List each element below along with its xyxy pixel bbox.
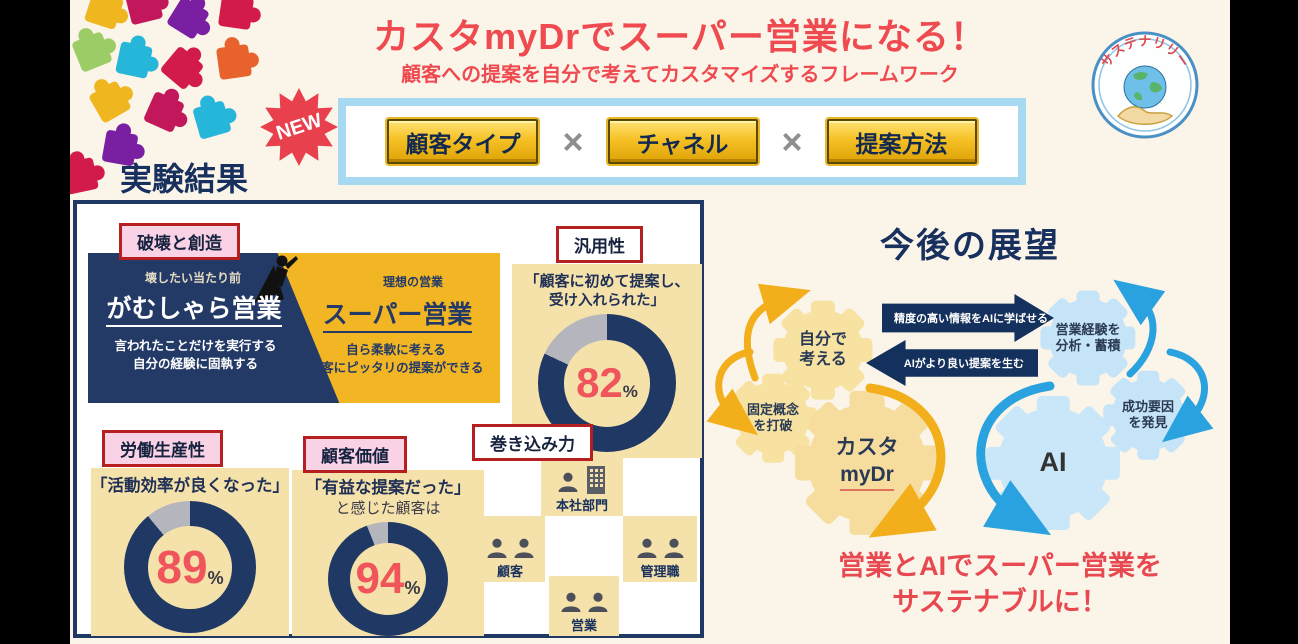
slide-canvas: カスタmyDrでスーパー営業になる！ 顧客への提案を自分で考えてカスタマイズする… (70, 0, 1230, 644)
comparison-box: 壊したい当たり前 がむしゃら営業 言われたことだけを実行する 自分の経験に固執す… (88, 253, 500, 403)
involvement-group-sales: 営業 (549, 576, 619, 636)
comparison-right-title: スーパー営業 (300, 295, 495, 333)
page-title: カスタmyDrでスーパー営業になる！ (373, 16, 987, 57)
framework-factor-proposal-method: 提案方法 (826, 119, 977, 164)
puzzle-piece-icon (115, 41, 153, 79)
gear-ai: AI (986, 396, 1120, 530)
customer-value-quote-line1: 「有益な提案だった」 (305, 479, 471, 497)
person-icon (485, 536, 509, 560)
sustainability-logo: サステナリリー (1090, 30, 1200, 140)
labor-percent-value: 89 (156, 541, 208, 594)
person-icon (512, 536, 536, 560)
experiment-results-heading: 実験結果 (120, 161, 249, 197)
new-badge-label: NEW (273, 108, 325, 145)
versatility-card: 「顧客に初めて提案し、 受け入れられた」 82% (512, 264, 702, 458)
versatility-quote-line2: 受け入れられた」 (549, 292, 665, 309)
comparison-left-tagline: 壊したい当たり前 (144, 271, 241, 285)
puzzle-piece-icon (142, 90, 186, 134)
label-labor-productivity: 労働生産性 (102, 430, 223, 467)
arrow-ai-generates-proposals: AIがより良い提案を生む (866, 340, 1038, 386)
puzzle-piece-icon (192, 100, 232, 140)
labor-quote: 「活動効率が良くなった」 (91, 477, 289, 495)
puzzle-piece-icon (217, 0, 255, 31)
label-involvement-power: 巻き込み力 (472, 424, 593, 461)
customer-value-card: 「有益な提案だった」 と感じた顧客は 94% (292, 470, 484, 636)
experiment-panel: 破壊と創造 壊したい当たり前 がむしゃら営業 言われたことだけを実行する (73, 200, 704, 638)
person-icon (662, 536, 686, 560)
comparison-right-tagline: 理想の営業 (382, 275, 443, 289)
page-subtitle: 顧客への提案を自分で考えてカスタマイズするフレームワーク (401, 64, 959, 86)
gear-kasuta-mydr: カスタ myDr (794, 390, 940, 536)
new-starburst-badge: NEW (260, 88, 338, 166)
label-customer-value: 顧客価値 (303, 436, 407, 473)
comparison-left-title: がむしゃら営業 (94, 289, 294, 327)
puzzle-piece-icon (88, 80, 132, 124)
outlook-footer-line1: 営業とAIでスーパー営業を (838, 551, 1162, 581)
person-icon (586, 590, 610, 614)
labor-donut-chart: 89% (124, 501, 256, 634)
comparison-right-desc: 自ら柔軟に考える 顧客にピッタリの提案ができる (308, 343, 484, 376)
involvement-group-headquarters: 本社部門 (541, 452, 623, 516)
puzzle-piece-icon (159, 45, 205, 91)
superhero-icon (244, 253, 302, 314)
framework-factor-customer-type: 顧客タイプ (387, 119, 539, 164)
puzzle-piece-icon (124, 0, 164, 26)
person-icon (559, 590, 583, 614)
versatility-percent-value: 82 (576, 359, 623, 407)
label-versatility: 汎用性 (556, 226, 643, 263)
customer-value-quote-line2: と感じた顧客は (335, 500, 441, 518)
outlook-footer-line2: サステナブルに！ (892, 587, 1108, 618)
gear-discover-success-factors: 成功要因 を発見 (1103, 370, 1193, 460)
customer-value-percent: 94 (355, 553, 405, 603)
involvement-group-managers: 管理職 (623, 516, 697, 582)
puzzle-piece-icon (71, 31, 113, 73)
multiply-icon: × (781, 120, 803, 162)
framework-factor-channel: チャネル (607, 119, 758, 164)
multiply-icon: × (562, 120, 584, 162)
labor-productivity-card: 「活動効率が良くなった」 89% (91, 468, 289, 636)
outlook-footer: 営業とAIでスーパー営業を サステナブルに！ (770, 548, 1230, 621)
outlook-heading: 今後の展望 (880, 227, 1060, 265)
earth-in-hand-icon: サステナリリー (1091, 31, 1199, 139)
versatility-quote-line1: 「顧客に初めて提案し、 (524, 273, 690, 290)
gear-analyze-sales-experience: 営業経験を 分析・蓄積 (1040, 290, 1136, 386)
arrow-teach-ai: 精度の高い情報をAIに学ばせる (882, 294, 1054, 342)
label-destruction-creation: 破壊と創造 (119, 223, 240, 260)
involvement-group-customers: 顧客 (475, 516, 545, 582)
person-icon (556, 470, 580, 494)
puzzle-piece-icon (215, 43, 253, 81)
puzzle-piece-icon (83, 0, 125, 31)
comparison-left-desc: 言われたことだけを実行する 自分の経験に固執する (114, 339, 277, 372)
building-icon (583, 464, 609, 494)
framework-formula-box: 顧客タイプ × チャネル × 提案方法 (338, 98, 1026, 185)
person-icon (635, 536, 659, 560)
customer-value-donut-chart: 94% (328, 521, 448, 636)
puzzle-piece-icon (165, 0, 211, 41)
puzzle-piece-icon (70, 157, 99, 195)
gear-think-for-yourself: 自分で 考える (773, 300, 873, 400)
